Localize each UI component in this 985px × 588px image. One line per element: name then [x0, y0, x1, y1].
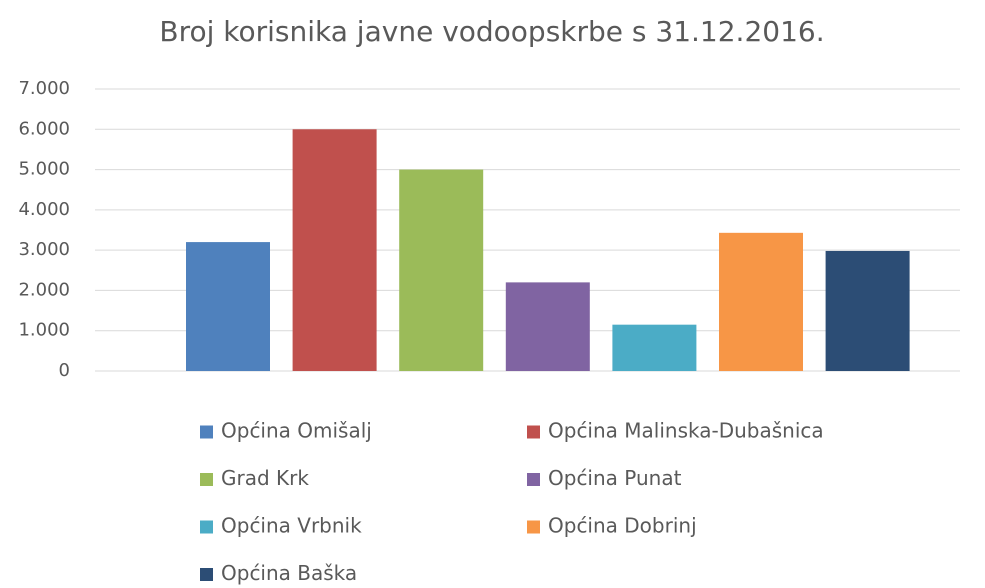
- legend-label: Općina Baška: [221, 561, 357, 585]
- y-tick-label: 5.000: [18, 159, 70, 180]
- bar: [612, 324, 697, 371]
- legend-label: Općina Vrbnik: [221, 514, 362, 538]
- bar: [399, 169, 484, 371]
- bar: [719, 232, 803, 371]
- legend-swatch: [200, 520, 213, 534]
- y-tick-label: 2.000: [18, 279, 70, 300]
- legend-label: Općina Dobrinj: [548, 514, 697, 538]
- legend-swatch: [527, 473, 540, 486]
- y-tick-label: 1.000: [18, 320, 70, 341]
- legend-label: Općina Malinska-Dubašnica: [548, 419, 824, 443]
- y-tick-label: 7.000: [18, 78, 70, 99]
- y-tick-label: 3.000: [18, 239, 70, 260]
- bar: [292, 129, 377, 371]
- legend-label: Grad Krk: [221, 466, 309, 490]
- bar: [505, 282, 590, 371]
- legend-label: Općina Punat: [548, 466, 682, 490]
- y-tick-label: 4.000: [18, 199, 70, 220]
- legend-swatch: [200, 425, 213, 439]
- y-tick-label: 0: [59, 360, 70, 381]
- legend-swatch: [527, 425, 540, 439]
- legend-swatch: [527, 520, 540, 534]
- y-tick-label: 6.000: [18, 118, 70, 139]
- bar: [825, 250, 910, 371]
- legend-label: Općina Omišalj: [221, 419, 372, 443]
- legend-swatch: [200, 473, 213, 486]
- chart-title: Broj korisnika javne vodoopskrbe s 31.12…: [159, 15, 824, 48]
- bar: [186, 242, 270, 371]
- legend-swatch: [200, 568, 213, 581]
